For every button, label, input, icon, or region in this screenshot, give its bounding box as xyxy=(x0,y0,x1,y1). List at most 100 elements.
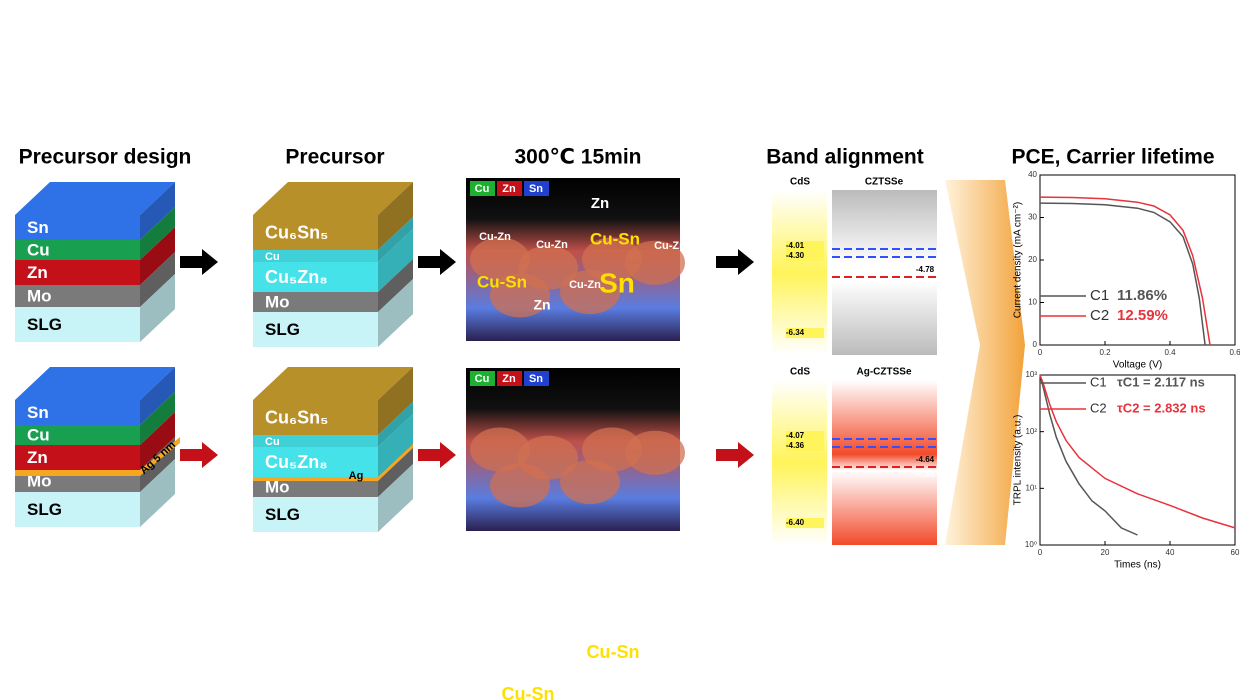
layer xyxy=(253,215,378,250)
layer xyxy=(253,435,378,447)
top-face xyxy=(253,182,413,215)
level-label: -5.05 xyxy=(916,280,935,289)
layer-side xyxy=(378,414,413,477)
eds-legend-box xyxy=(497,181,522,196)
panel-header: 300℃ 15min xyxy=(515,146,642,169)
layer-label: Zn xyxy=(27,448,48,467)
legend-value: 12.59% xyxy=(1117,307,1168,324)
layer-side xyxy=(378,259,413,312)
band-title: CZTSSe xyxy=(865,177,904,188)
x-tick-label: 0.6 xyxy=(1229,348,1240,357)
layer-side xyxy=(378,279,413,347)
eds-label: Cu-Zn xyxy=(657,645,689,657)
layer xyxy=(253,400,378,435)
ag-layer xyxy=(15,437,180,476)
layer-label: Mo xyxy=(265,477,290,496)
cds-band xyxy=(772,380,827,545)
layer-label: Cu₆Sn₅ xyxy=(265,222,328,242)
band-title: CdS xyxy=(790,177,810,188)
layer-side xyxy=(378,217,413,262)
layer-label: Sn xyxy=(27,403,49,422)
panel-header: Precursor design xyxy=(19,146,192,169)
eds-label: Cu-Sn xyxy=(587,642,640,662)
eds-legend: Sn xyxy=(529,183,543,195)
layer xyxy=(253,447,378,477)
layer-label: Cu xyxy=(265,436,280,448)
eds-legend: Cu xyxy=(475,183,490,195)
layer-side xyxy=(140,392,175,445)
level-box xyxy=(786,518,824,528)
level-label: -6.34 xyxy=(786,328,805,337)
layer xyxy=(253,497,378,532)
level-label: -6.40 xyxy=(786,518,805,527)
legend-name: C1 xyxy=(1090,287,1109,304)
eds-legend: Zn xyxy=(502,183,516,195)
arrow xyxy=(716,249,754,275)
level-box xyxy=(786,441,824,451)
layer-side xyxy=(140,274,175,342)
eds-legend: Zn xyxy=(502,373,516,385)
layer-label: SLG xyxy=(27,500,62,519)
layer-side xyxy=(140,459,175,527)
x-tick-label: 40 xyxy=(1166,548,1175,557)
legend-name: C2 xyxy=(1090,400,1107,415)
eds-legend-box xyxy=(497,371,522,386)
eds-label: Cu-Zn xyxy=(654,240,686,252)
x-tick-label: 0 xyxy=(1038,348,1043,357)
layer-label: Cu₅Zn₈ xyxy=(265,452,328,472)
grain xyxy=(625,240,685,285)
layer xyxy=(15,285,140,307)
series-line xyxy=(1039,374,1236,529)
eds-label: Cu-Sn xyxy=(502,684,555,700)
panel-header: Band alignment xyxy=(766,146,924,169)
layer-label: Zn xyxy=(27,263,48,282)
level-label: -4.01 xyxy=(786,241,805,250)
eds-legend-box xyxy=(470,371,495,386)
layer-side xyxy=(140,207,175,260)
layer xyxy=(253,477,378,497)
layer xyxy=(15,240,140,260)
layer-label: Cu₆Sn₅ xyxy=(265,407,328,427)
layer-side xyxy=(378,464,413,532)
eds-legend-box xyxy=(524,181,549,196)
x-tick-label: 20 xyxy=(1101,548,1110,557)
layer-side xyxy=(378,182,413,250)
level-box xyxy=(786,431,824,441)
layer-label: Sn xyxy=(27,218,49,237)
level-box xyxy=(786,251,824,261)
level-box xyxy=(786,328,824,338)
y-axis-label: TRPL intensity (a.u.) xyxy=(1013,415,1024,506)
y-tick-label: 40 xyxy=(1028,170,1037,179)
grain xyxy=(625,430,685,475)
level-label: -4.30 xyxy=(786,251,805,260)
layer xyxy=(15,425,140,445)
eds-label: Zn xyxy=(659,600,681,620)
eds-label: Cu-Zn xyxy=(569,279,601,291)
level-label: -4.64 xyxy=(916,455,935,464)
arrow xyxy=(180,249,218,275)
layer xyxy=(15,400,140,425)
layer xyxy=(253,292,378,312)
level-label: -4.36 xyxy=(786,441,805,450)
ag-layer xyxy=(253,444,413,481)
grain xyxy=(470,237,530,282)
eds-label: Cu-Sn xyxy=(590,229,640,248)
level-label: -4.94 xyxy=(916,470,935,479)
top-face xyxy=(15,182,175,215)
grain xyxy=(490,273,550,318)
series-line xyxy=(1039,374,1138,536)
x-tick-label: 60 xyxy=(1231,548,1240,557)
layer-side xyxy=(378,367,413,435)
layer xyxy=(253,250,378,262)
eds-legend-box xyxy=(524,371,549,386)
arrow xyxy=(418,249,456,275)
eds-label: Cu-Sn xyxy=(477,272,527,291)
plot-frame xyxy=(1039,374,1236,546)
band-title: CdS xyxy=(790,367,810,378)
eds-label: Sn xyxy=(599,267,635,298)
layer-label: SLG xyxy=(27,315,62,334)
layer xyxy=(15,445,140,470)
y-tick-label: 10 xyxy=(1028,298,1037,307)
x-tick-label: 0.4 xyxy=(1164,348,1176,357)
